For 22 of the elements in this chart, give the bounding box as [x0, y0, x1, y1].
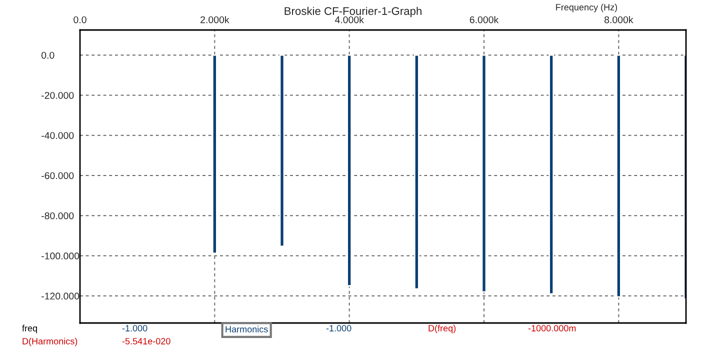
- y-tick-label: -20.000: [42, 92, 74, 99]
- text: -1.000: [326, 325, 352, 332]
- x-tick-label: 6.000k: [470, 16, 499, 24]
- y-tick-label: -100.000: [42, 252, 80, 260]
- y-tick-label: 0.0: [41, 52, 54, 59]
- text: -5.541e-020: [122, 338, 170, 344]
- x-tick-label: 0.0: [74, 16, 86, 24]
- text: D(freq): [428, 324, 456, 334]
- y-tick-label: -120.000: [42, 292, 80, 300]
- x-tick-label: 2.000k: [200, 16, 230, 24]
- y-tick-label: -40.000: [42, 132, 74, 139]
- y-tick-label: -60.000: [42, 172, 74, 180]
- text: Harmonics: [226, 326, 268, 332]
- x-tick-label: 4.000k: [334, 16, 364, 24]
- x-tick-label: 8.000k: [604, 16, 634, 24]
- y-tick-label: -80.000: [42, 212, 74, 220]
- text: -1000.000m: [528, 325, 576, 332]
- text: -1.000: [122, 325, 148, 332]
- text: freq: [22, 324, 37, 334]
- chart-title: Broskie CF-Fourier-1-Graph: [284, 6, 422, 18]
- text: D(Harmonics): [22, 338, 78, 346]
- x-axis-title: Frequency (Hz): [556, 4, 618, 12]
